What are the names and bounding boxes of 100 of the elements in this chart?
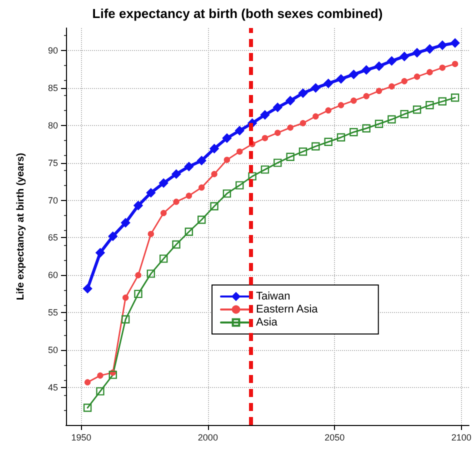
point xyxy=(108,232,118,241)
point xyxy=(300,120,306,126)
y-tick-label: 50 xyxy=(48,345,58,356)
point xyxy=(287,124,294,131)
y-tick-label: 90 xyxy=(48,45,58,56)
point xyxy=(121,315,130,324)
y-tick-label: 65 xyxy=(48,232,58,243)
point xyxy=(198,184,205,191)
point xyxy=(235,126,244,136)
x-tick-label: 2050 xyxy=(324,432,345,442)
chart-title: Life expectancy at birth (both sexes combined) xyxy=(92,6,383,21)
point xyxy=(450,94,460,102)
point xyxy=(374,62,384,71)
point xyxy=(260,165,270,174)
point xyxy=(350,98,357,104)
point xyxy=(146,270,156,278)
point xyxy=(222,134,232,143)
point xyxy=(148,230,154,238)
point xyxy=(82,284,92,294)
y-tick-label: 85 xyxy=(48,82,58,93)
point xyxy=(134,200,143,210)
point xyxy=(452,60,458,68)
y-tick-label: 70 xyxy=(48,195,58,206)
point xyxy=(120,218,130,228)
x-tick-label: 2100 xyxy=(451,432,472,442)
point xyxy=(336,133,346,142)
x-tick-label: 1950 xyxy=(71,432,92,442)
point xyxy=(134,290,142,298)
point xyxy=(210,202,218,210)
point xyxy=(400,52,409,62)
point xyxy=(186,192,192,199)
point xyxy=(158,178,168,188)
point xyxy=(439,64,446,71)
point xyxy=(160,210,167,216)
point xyxy=(198,216,206,224)
point xyxy=(325,107,332,114)
point xyxy=(184,162,194,172)
point xyxy=(388,115,396,124)
legend-label: Taiwan xyxy=(256,290,290,302)
point xyxy=(274,130,281,136)
point xyxy=(211,170,218,178)
point xyxy=(336,74,346,84)
point xyxy=(286,96,295,106)
point xyxy=(363,93,370,100)
point xyxy=(135,272,142,278)
point xyxy=(362,65,371,75)
y-tick-label: 55 xyxy=(48,308,58,318)
point xyxy=(146,188,156,198)
point xyxy=(172,169,181,179)
y-tick-label: 60 xyxy=(48,270,58,280)
point xyxy=(388,83,395,90)
point xyxy=(298,88,308,98)
point xyxy=(438,40,447,50)
point xyxy=(362,124,370,132)
point xyxy=(401,78,408,84)
point xyxy=(426,101,434,110)
point xyxy=(286,152,294,161)
y-axis-title: Life expectancy at birth (years) xyxy=(16,152,26,300)
point xyxy=(184,228,194,236)
point xyxy=(324,138,332,146)
point xyxy=(412,48,422,58)
point xyxy=(349,70,358,80)
point xyxy=(96,387,104,396)
y-tick-label: 45 xyxy=(48,382,58,393)
point xyxy=(210,144,219,154)
point xyxy=(172,240,180,249)
point xyxy=(222,189,232,198)
point xyxy=(224,156,230,163)
y-tick-label: 80 xyxy=(48,120,58,130)
point xyxy=(159,254,168,263)
point xyxy=(338,102,344,108)
legend-label: Eastern Asia xyxy=(256,304,319,316)
point xyxy=(400,110,408,118)
point xyxy=(374,120,384,128)
point xyxy=(312,142,320,150)
point xyxy=(273,102,282,112)
point xyxy=(298,147,308,156)
point xyxy=(450,38,460,48)
y-tick-label: 75 xyxy=(48,158,58,168)
point xyxy=(83,404,92,412)
point xyxy=(387,56,396,66)
point xyxy=(438,97,446,106)
legend-label: Asia xyxy=(256,316,278,328)
point xyxy=(350,128,358,136)
point xyxy=(274,158,282,167)
point xyxy=(248,172,256,180)
x-tick-label: 2000 xyxy=(198,432,218,442)
point xyxy=(311,83,320,93)
point xyxy=(122,294,129,301)
point xyxy=(376,88,382,94)
point xyxy=(425,44,434,54)
point xyxy=(236,148,243,155)
point xyxy=(97,372,104,379)
point xyxy=(312,113,319,120)
point xyxy=(197,156,206,166)
point xyxy=(84,379,91,386)
point xyxy=(96,248,105,258)
point xyxy=(426,69,433,76)
point xyxy=(108,370,117,379)
point xyxy=(260,110,270,120)
